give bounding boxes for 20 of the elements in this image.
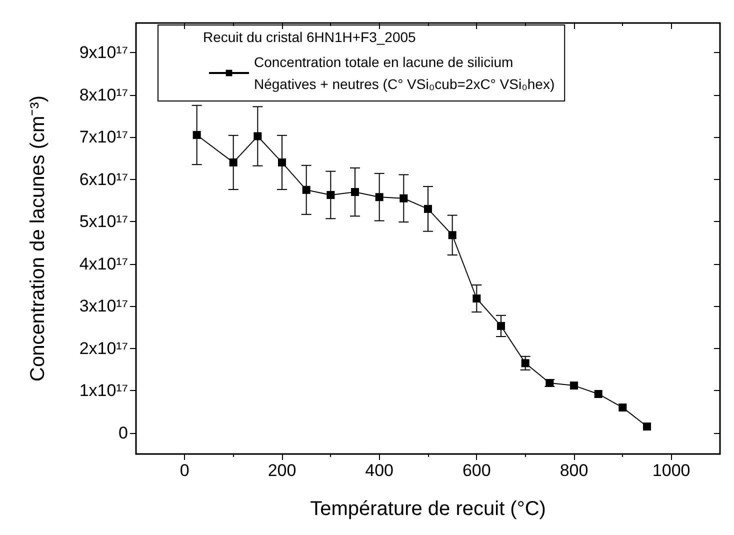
x-axis-title: Température de recuit (°C): [310, 498, 546, 520]
y-tick-label: 9x10¹⁷: [79, 43, 128, 62]
x-tick-label: 600: [462, 461, 491, 480]
x-tick-label: 200: [268, 461, 296, 480]
y-tick-label: 7x10¹⁷: [79, 128, 128, 147]
legend-title: Recuit du cristal 6HN1H+F3_2005: [203, 29, 416, 45]
y-tick-label: 5x10¹⁷: [79, 212, 128, 232]
y-tick-label: 6x10¹⁷: [79, 170, 128, 189]
legend-label: Concentration totale en lacune de silicium Négatives + neutres (C° VSi₀cub=2xC° VSi₀hex): [254, 54, 555, 92]
y-tick-label: 0: [118, 423, 128, 442]
y-tick-label: 2x10¹⁷: [79, 338, 128, 358]
y-tick-label: 8x10¹⁷: [79, 85, 128, 104]
y-tick-label: 1x10¹⁷: [79, 381, 128, 400]
y-tick-label: 4x10¹⁷: [79, 254, 128, 274]
x-tick-label: 800: [560, 461, 588, 480]
y-tick-label: 3x10¹⁷: [79, 296, 128, 316]
y-axis-title: Concentration de lacunes (cm⁻³): [27, 95, 49, 382]
x-tick-label: 1000: [652, 461, 690, 480]
x-tick-label: 400: [365, 461, 394, 480]
x-tick-label: 0: [180, 461, 190, 480]
